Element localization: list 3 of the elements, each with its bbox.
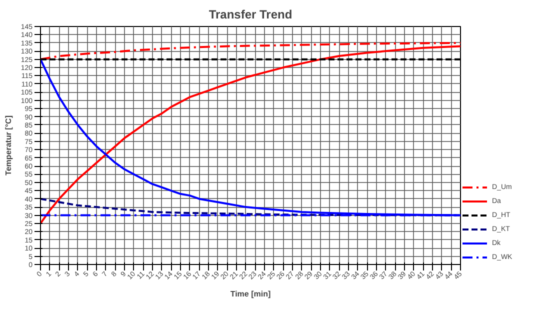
y-axis-title: Temperatur [°C] [4, 115, 13, 176]
x-axis-title: Time [min] [230, 290, 271, 299]
chart-title: Transfer Trend [208, 8, 292, 22]
